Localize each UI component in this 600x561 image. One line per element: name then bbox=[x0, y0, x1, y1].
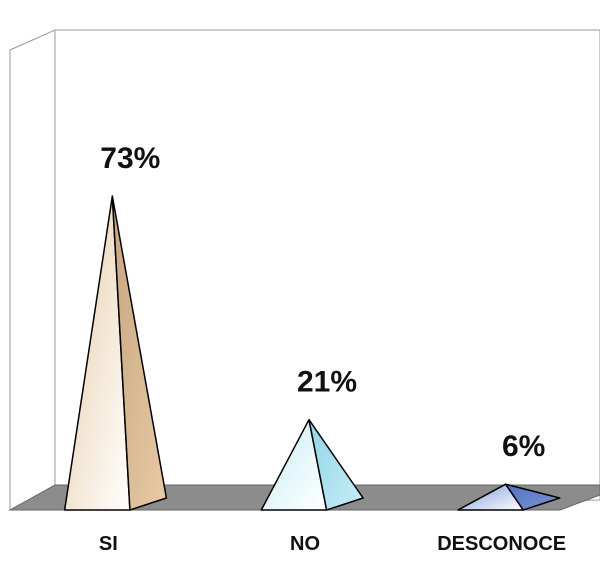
value-label-si: 73% bbox=[100, 142, 160, 175]
chart-bars bbox=[63, 195, 561, 511]
bar-no bbox=[260, 418, 364, 511]
bar-desconoce bbox=[457, 483, 561, 511]
bar-face-right bbox=[504, 483, 561, 511]
back-wall bbox=[9, 29, 600, 511]
category-label-no: NO bbox=[290, 533, 320, 555]
value-label-desconoce: 6% bbox=[502, 430, 545, 463]
bar-face-right bbox=[308, 418, 364, 511]
category-label-si: SI bbox=[99, 533, 118, 555]
value-label-no: 21% bbox=[297, 366, 357, 399]
category-label-desconoce: DESCONOCE bbox=[437, 533, 566, 555]
bar-face-right bbox=[111, 195, 168, 511]
chart-labels: 73% SI 21% NO 6% DESCONOCE bbox=[99, 142, 566, 555]
bar-si bbox=[63, 195, 168, 511]
